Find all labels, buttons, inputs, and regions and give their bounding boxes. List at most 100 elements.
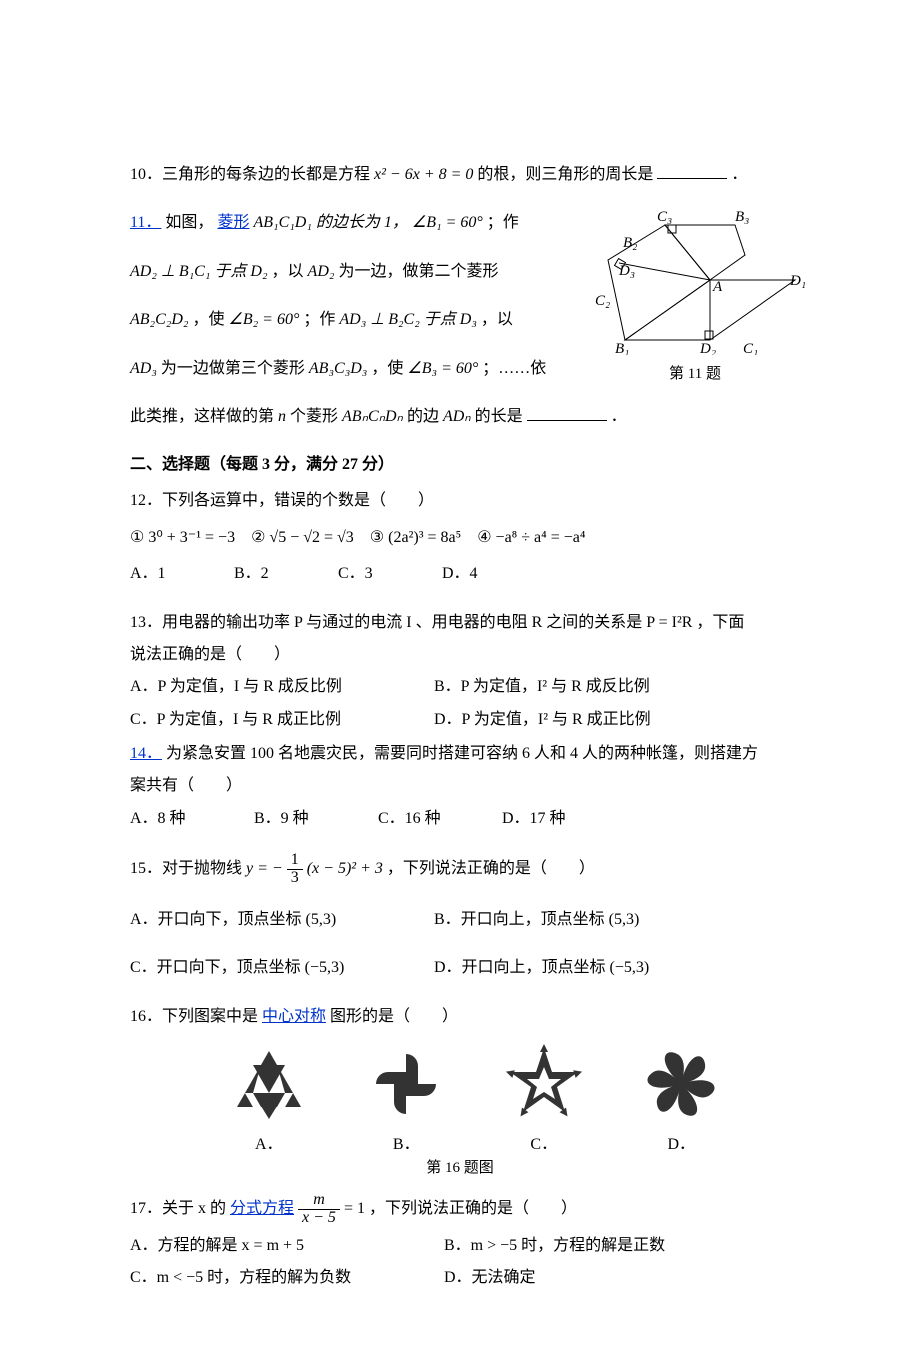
q16-cell-a[interactable]: A．	[214, 1044, 324, 1154]
q11-t27: 的长是	[475, 408, 523, 425]
q17-opt-a[interactable]: A．方程的解是 x = m + 5	[130, 1231, 440, 1261]
label-A: A	[712, 279, 723, 295]
q11-t13: AD₃ ⊥ B₂C₂ 于点 D₃	[339, 311, 477, 328]
q15-opt-d[interactable]: D．开口向上，顶点坐标 (−5,3)	[434, 953, 649, 983]
q12-opt-a[interactable]: A．1	[130, 559, 230, 589]
q15-row2: C．开口向下，顶点坐标 (−5,3) D．开口向上，顶点坐标 (−5,3)	[130, 953, 790, 983]
q15-opt-c[interactable]: C．开口向下，顶点坐标 (−5,3)	[130, 953, 430, 983]
q13-opt-c[interactable]: C．P 为定值，I 与 R 成正比例	[130, 705, 430, 735]
q13-row2: C．P 为定值，I 与 R 成正比例 D．P 为定值，I² 与 R 成正比例	[130, 705, 790, 735]
label-C2: C₂	[595, 293, 610, 309]
q11-t24: ABₙCₙDₙ	[342, 408, 403, 425]
q11-t28: ．	[611, 408, 627, 425]
q16-caption: 第 16 题图	[130, 1156, 790, 1177]
q10-eq: x² − 6x + 8 = 0	[374, 166, 473, 183]
q11-t23: 个菱形	[290, 408, 338, 425]
q11-blank[interactable]	[527, 404, 607, 421]
q11-t26: ADₙ	[443, 408, 471, 425]
label-B3: B₃	[735, 209, 749, 225]
q13-row1: A．P 为定值，I 与 R 成反比例 B．P 为定值，I² 与 R 成反比例	[130, 672, 790, 702]
q17-pre: 17．关于 x 的	[130, 1200, 226, 1217]
q15-y: y = −	[246, 860, 283, 877]
q11-figure: A B₁ B₂ B₃ C₁ C₂ C₃ D₁ D₂ D₃ 第 11 题	[580, 205, 810, 383]
q17-eq: = 1	[344, 1200, 365, 1217]
q11-t1: 如图，	[165, 214, 213, 231]
q11-line2: AD₂ ⊥ B₁C₁ 于点 D₂ ，以 AD₂ 为一边，做第二个菱形	[130, 257, 560, 287]
q13-l1-text: 13．用电器的输出功率 P 与通过的电流 I 、用电器的电阻 R 之间的关系是 …	[130, 614, 744, 631]
q11-t3: ∠B₁ = 60°	[412, 214, 483, 231]
q11-link-num[interactable]: 11．	[130, 214, 161, 231]
q14-opt-a[interactable]: A．8 种	[130, 804, 250, 834]
q12-opt-b[interactable]: B．2	[234, 559, 334, 589]
q16-stem-b: 图形的是（ ）	[330, 1008, 458, 1025]
q11-t22: n	[278, 408, 286, 425]
q16-label-b: B．	[351, 1130, 461, 1154]
q16-cell-b[interactable]: B．	[351, 1044, 461, 1154]
q11-diagram: A B₁ B₂ B₃ C₁ C₂ C₃ D₁ D₂ D₃	[585, 205, 805, 355]
q11-line3: AB₂C₂D₂ ，使 ∠B₂ = 60° ；作 AD₃ ⊥ B₂C₂ 于点 D₃…	[130, 305, 560, 335]
q16-cell-d[interactable]: D．	[626, 1044, 736, 1154]
q17-frac: m x − 5	[298, 1192, 340, 1227]
q12-opt-d[interactable]: D．4	[442, 559, 542, 589]
label-C1: C₁	[743, 341, 758, 355]
q15-opt-b[interactable]: B．开口向上，顶点坐标 (5,3)	[434, 905, 639, 935]
q14-opt-d[interactable]: D．17 种	[502, 804, 622, 834]
q15-opt-a[interactable]: A．开口向下，顶点坐标 (5,3)	[130, 905, 430, 935]
label-D1: D₁	[789, 273, 805, 289]
q17-opt-b[interactable]: B．m > −5 时，方程的解是正数	[444, 1231, 665, 1261]
q15-tail: ，下列说法正确的是（ ）	[387, 860, 595, 877]
q11-t19: ∠B₃ = 60°	[407, 360, 478, 377]
q16-stem-a: 16．下列图案中是	[130, 1008, 258, 1025]
q11-t12: ；作	[303, 311, 335, 328]
q11-t17: AB₃C₃D₃	[309, 360, 367, 377]
q16-icon-d	[641, 1044, 721, 1124]
q16-cell-c[interactable]: C．	[489, 1044, 599, 1154]
q17-opt-c[interactable]: C．m < −5 时，方程的解为负数	[130, 1263, 440, 1293]
q11-t20: ；……依	[482, 360, 546, 377]
q17-row2: C．m < −5 时，方程的解为负数 D．无法确定	[130, 1263, 790, 1293]
q11-t9: AB₂C₂D₂	[130, 311, 188, 328]
q14-l2: 案共有（ ）	[130, 771, 790, 801]
q10-blank[interactable]	[657, 162, 727, 179]
q14-opt-b[interactable]: B．9 种	[254, 804, 374, 834]
label-B1: B₁	[615, 341, 629, 355]
q11-t2: AB₁C₁D₁ 的边长为 1，	[253, 214, 407, 231]
q11-t15: AD₃	[130, 360, 157, 377]
q12-expr-text: ① 3⁰ + 3⁻¹ = −3 ② √5 − √2 = √3 ③ (2a²)³ …	[130, 529, 585, 546]
q12-options: A．1 B．2 C．3 D．4	[130, 559, 790, 589]
q16-label-c: C．	[489, 1130, 599, 1154]
q17-opt-d[interactable]: D．无法确定	[444, 1263, 536, 1293]
q11-t5: AD₂ ⊥ B₁C₁ 于点 D₂	[130, 263, 268, 280]
q11-t16: 为一边做第三个菱形	[161, 360, 305, 377]
q12-opt-c[interactable]: C．3	[338, 559, 438, 589]
q16-icon-b	[368, 1046, 444, 1122]
q11-t11: ∠B₂ = 60°	[228, 311, 299, 328]
q11-line5: 此类推，这样做的第 n 个菱形 ABₙCₙDₙ 的边 ADₙ 的长是 ．	[130, 402, 790, 432]
q14-l1b: 为紧急安置 100 名地震灾民，需要同时搭建可容纳 6 人和 4 人的两种帐篷，…	[166, 745, 758, 762]
q17-row1: A．方程的解是 x = m + 5 B．m > −5 时，方程的解是正数	[130, 1231, 790, 1261]
q13-opt-d[interactable]: D．P 为定值，I² 与 R 成正比例	[434, 705, 651, 735]
q15-rest: (x − 5)² + 3	[307, 860, 383, 877]
q15-row1: A．开口向下，顶点坐标 (5,3) B．开口向上，顶点坐标 (5,3)	[130, 905, 790, 935]
q14-opt-c[interactable]: C．16 种	[378, 804, 498, 834]
q14-options: A．8 种 B．9 种 C．16 种 D．17 种	[130, 804, 790, 834]
q11-t10: ，使	[192, 311, 224, 328]
q16-stem: 16．下列图案中是 中心对称 图形的是（ ）	[130, 1002, 790, 1032]
q16-image-row: A． B．	[200, 1044, 750, 1154]
q11-t7: AD₂	[308, 263, 335, 280]
q17-tail: ，下列说法正确的是（ ）	[369, 1200, 577, 1217]
q17-link[interactable]: 分式方程	[230, 1200, 294, 1217]
q15-frac-num: 1	[287, 852, 303, 870]
label-D2: D₂	[699, 341, 716, 355]
q14-l1: 14． 为紧急安置 100 名地震灾民，需要同时搭建可容纳 6 人和 4 人的两…	[130, 739, 790, 769]
q16-link[interactable]: 中心对称	[262, 1008, 326, 1025]
q14-link[interactable]: 14．	[130, 745, 162, 762]
q15-frac: 1 3	[287, 852, 303, 887]
q13-opt-b[interactable]: B．P 为定值，I² 与 R 成反比例	[434, 672, 650, 702]
q17-frac-num: m	[298, 1192, 340, 1210]
q13-opt-a[interactable]: A．P 为定值，I 与 R 成反比例	[130, 672, 430, 702]
q11-t18: ，使	[371, 360, 403, 377]
q13-l1: 13．用电器的输出功率 P 与通过的电流 I 、用电器的电阻 R 之间的关系是 …	[130, 608, 790, 638]
q11-link-rhombus[interactable]: 菱形	[217, 214, 249, 231]
q12-exprs: ① 3⁰ + 3⁻¹ = −3 ② √5 − √2 = √3 ③ (2a²)³ …	[130, 523, 790, 553]
